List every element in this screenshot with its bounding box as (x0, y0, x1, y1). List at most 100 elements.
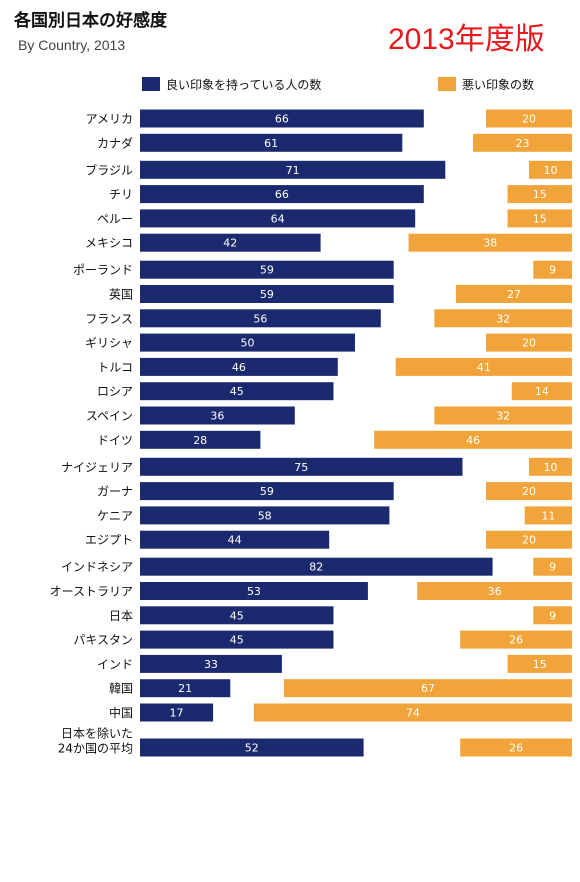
bar-favorable (140, 530, 330, 549)
bar-favorable (140, 160, 446, 179)
row-label: ポーランド (73, 263, 133, 277)
value-label-favorable: 36 (210, 410, 224, 423)
bar-unfavorable (486, 482, 572, 501)
value-label-favorable: 59 (260, 288, 274, 301)
value-label-favorable: 58 (258, 509, 272, 522)
value-label-favorable: 71 (286, 164, 300, 177)
row-label: エジプト (85, 533, 133, 547)
row-label: 英国 (109, 288, 133, 302)
value-label-favorable: 45 (230, 385, 244, 398)
bar-favorable (140, 582, 368, 600)
value-label-unfavorable: 9 (549, 561, 556, 574)
value-label-unfavorable: 20 (522, 337, 536, 350)
value-label-favorable: 17 (170, 707, 184, 720)
legend-swatch-unfavorable (438, 77, 456, 91)
bar-unfavorable (473, 133, 572, 152)
value-label-unfavorable: 32 (496, 410, 510, 423)
row-label: 日本 (109, 609, 133, 623)
value-label-unfavorable: 15 (533, 658, 547, 671)
bar-favorable (140, 506, 390, 525)
row-label: フランス (85, 312, 133, 326)
value-label-unfavorable: 11 (541, 509, 555, 522)
chart-subtitle: By Country, 2013 (18, 37, 126, 53)
row-label: ブラジル (85, 162, 133, 177)
bar-favorable (140, 406, 295, 425)
value-label-unfavorable: 10 (544, 461, 558, 474)
value-label-favorable: 42 (223, 237, 237, 250)
legend-swatch-favorable (142, 77, 160, 91)
value-label-unfavorable: 41 (477, 361, 491, 374)
bar-unfavorable (486, 530, 572, 549)
value-label-favorable: 59 (260, 485, 274, 498)
value-label-favorable: 28 (193, 434, 207, 447)
bar-favorable (140, 703, 214, 722)
bar-unfavorable (529, 457, 572, 476)
row-label: オーストラリア (50, 585, 133, 599)
bar-unfavorable (486, 333, 572, 352)
bar-unfavorable (434, 309, 572, 328)
row-label: ガーナ (97, 485, 133, 499)
value-label-favorable: 66 (275, 188, 289, 201)
row-label: カナダ (97, 135, 133, 150)
row-label: パキスタン (73, 633, 133, 647)
value-label-unfavorable: 15 (533, 188, 547, 201)
row-label: ロシア (97, 385, 133, 399)
bar-favorable (140, 333, 355, 352)
bar-favorable (140, 557, 493, 576)
bar-favorable (140, 209, 416, 228)
row-label: ドイツ (97, 433, 133, 447)
value-label-favorable: 46 (232, 361, 246, 374)
value-label-unfavorable: 9 (549, 609, 556, 622)
value-label-favorable: 56 (253, 312, 267, 325)
value-label-unfavorable: 10 (544, 164, 558, 177)
row-label: インドネシア (61, 560, 133, 574)
bar-unfavorable (533, 606, 572, 625)
row-label: トルコ (97, 360, 133, 374)
row-label: 日本を除いた 24か国の平均 (58, 726, 133, 756)
row-label: インド (97, 657, 133, 671)
value-label-unfavorable: 32 (496, 312, 510, 325)
bar-favorable (140, 260, 394, 279)
bar-favorable (140, 738, 364, 757)
bar-favorable (140, 457, 463, 476)
bar-unfavorable (507, 185, 572, 204)
value-label-unfavorable: 20 (522, 534, 536, 547)
row-label: スペイン (86, 409, 133, 423)
value-label-unfavorable: 26 (509, 634, 523, 647)
bar-unfavorable (511, 382, 572, 401)
value-label-favorable: 45 (230, 634, 244, 647)
bar-favorable (140, 606, 334, 625)
bar-unfavorable (460, 630, 572, 649)
bar-favorable (140, 109, 424, 128)
value-label-favorable: 45 (230, 609, 244, 622)
value-label-favorable: 53 (247, 585, 261, 598)
bar-unfavorable (434, 406, 572, 425)
bar-favorable (140, 382, 334, 401)
value-label-unfavorable: 23 (516, 137, 530, 150)
bar-unfavorable (455, 285, 572, 303)
bar-unfavorable (524, 506, 572, 525)
bar-favorable (140, 357, 338, 376)
value-label-favorable: 82 (309, 561, 323, 574)
value-label-favorable: 44 (228, 534, 242, 547)
bar-favorable (140, 482, 394, 501)
value-label-unfavorable: 20 (522, 485, 536, 498)
value-label-unfavorable: 36 (488, 585, 502, 598)
chart-title: 各国別日本の好感度 (14, 11, 167, 31)
bar-unfavorable (507, 209, 572, 228)
value-label-favorable: 64 (271, 212, 285, 225)
row-label: 中国 (109, 705, 133, 720)
bar-unfavorable (529, 160, 572, 179)
bar-favorable (140, 285, 394, 303)
value-label-favorable: 52 (245, 742, 259, 755)
value-label-unfavorable: 26 (509, 742, 523, 755)
value-label-favorable: 66 (275, 113, 289, 126)
value-label-unfavorable: 14 (535, 385, 549, 398)
bar-favorable (140, 630, 334, 649)
bar-favorable (140, 185, 424, 204)
value-label-unfavorable: 27 (507, 288, 521, 301)
bar-unfavorable (533, 557, 572, 576)
row-label: メキシコ (85, 236, 133, 250)
bar-unfavorable (395, 357, 572, 376)
bar-favorable (140, 133, 403, 152)
